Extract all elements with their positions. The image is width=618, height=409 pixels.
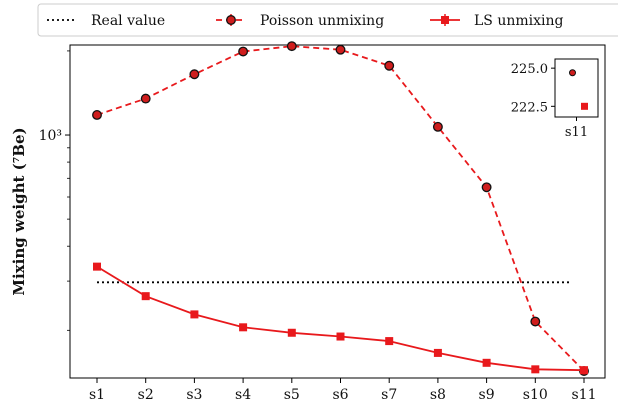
x-tick-label-s3: s3: [186, 387, 202, 403]
inset-y-tick-label: 222.5: [511, 100, 548, 115]
point-ls-unmixing-s5: [287, 328, 296, 337]
point-ls-unmixing-s10: [531, 365, 540, 374]
x-tick-label-s11: s11: [572, 387, 597, 403]
point-poisson-unmixing-s1: [92, 109, 102, 120]
x-tick-label-s5: s5: [284, 387, 300, 403]
point-poisson-unmixing-s4: [238, 46, 249, 57]
y-axis-label: Mixing weight (⁷Be): [10, 127, 28, 295]
point-ls-unmixing-s8: [433, 348, 442, 357]
legend-label-poisson-unmixing: Poisson unmixing: [260, 13, 384, 29]
point-poisson-unmixing-s9: [481, 182, 492, 193]
x-tick-label-s4: s4: [235, 387, 251, 403]
x-tick-label-s2: s2: [138, 387, 154, 403]
main-plot: s1 s2 s3 s4 s5 s6 s7 s8 s9 s10 s11 10³ Mixing weight…: [10, 41, 606, 403]
series-line-poisson-unmixing: [96, 45, 585, 372]
x-tick-label-s1: s1: [89, 387, 105, 403]
point-ls-unmixing-s1: [93, 262, 101, 271]
y-tick-label: 10³: [39, 128, 62, 144]
point-poisson-unmixing-s3: [189, 69, 200, 80]
point-ls-unmixing-s7: [385, 337, 394, 346]
x-tick-label-s10: s10: [523, 387, 548, 403]
inset-x-tick-label: s11: [565, 125, 588, 140]
point-poisson-unmixing-s8: [432, 121, 443, 132]
inset-point-ls-unmixing: [581, 102, 588, 110]
inset-point-poisson-unmixing: [569, 69, 576, 77]
x-tick-label-s6: s6: [332, 387, 348, 403]
series-line-ls-unmixing: [96, 265, 585, 372]
inset-frame: [554, 58, 599, 118]
legend-box: [37, 3, 618, 37]
point-poisson-unmixing-s10: [530, 316, 541, 327]
plot-frame: [69, 44, 606, 379]
x-tick-label-s9: s9: [479, 387, 495, 403]
legend-marker-ls-unmixing: [441, 16, 449, 24]
legend: Real value Poisson unmixing LS unmixing: [37, 3, 618, 37]
point-poisson-unmixing-s5: [286, 41, 297, 52]
point-poisson-unmixing-s2: [140, 93, 151, 104]
point-ls-unmixing-s3: [190, 310, 199, 319]
inset-y-tick-label: 225.0: [511, 62, 548, 77]
point-poisson-unmixing-s7: [384, 60, 395, 71]
inset-plot: 225.0 222.5 s11: [511, 58, 599, 140]
x-tick-label-s7: s7: [381, 387, 397, 403]
point-ls-unmixing-s9: [482, 358, 491, 367]
point-ls-unmixing-s6: [336, 332, 345, 341]
point-ls-unmixing-s11: [580, 366, 588, 375]
x-tick-label-s8: s8: [430, 387, 446, 403]
legend-label-ls-unmixing: LS unmixing: [474, 13, 564, 29]
point-poisson-unmixing-s6: [335, 44, 346, 55]
point-ls-unmixing-s2: [141, 292, 150, 301]
legend-marker-poisson-unmixing: [226, 15, 236, 25]
point-ls-unmixing-s4: [239, 323, 248, 332]
legend-label-real-value: Real value: [91, 13, 165, 29]
